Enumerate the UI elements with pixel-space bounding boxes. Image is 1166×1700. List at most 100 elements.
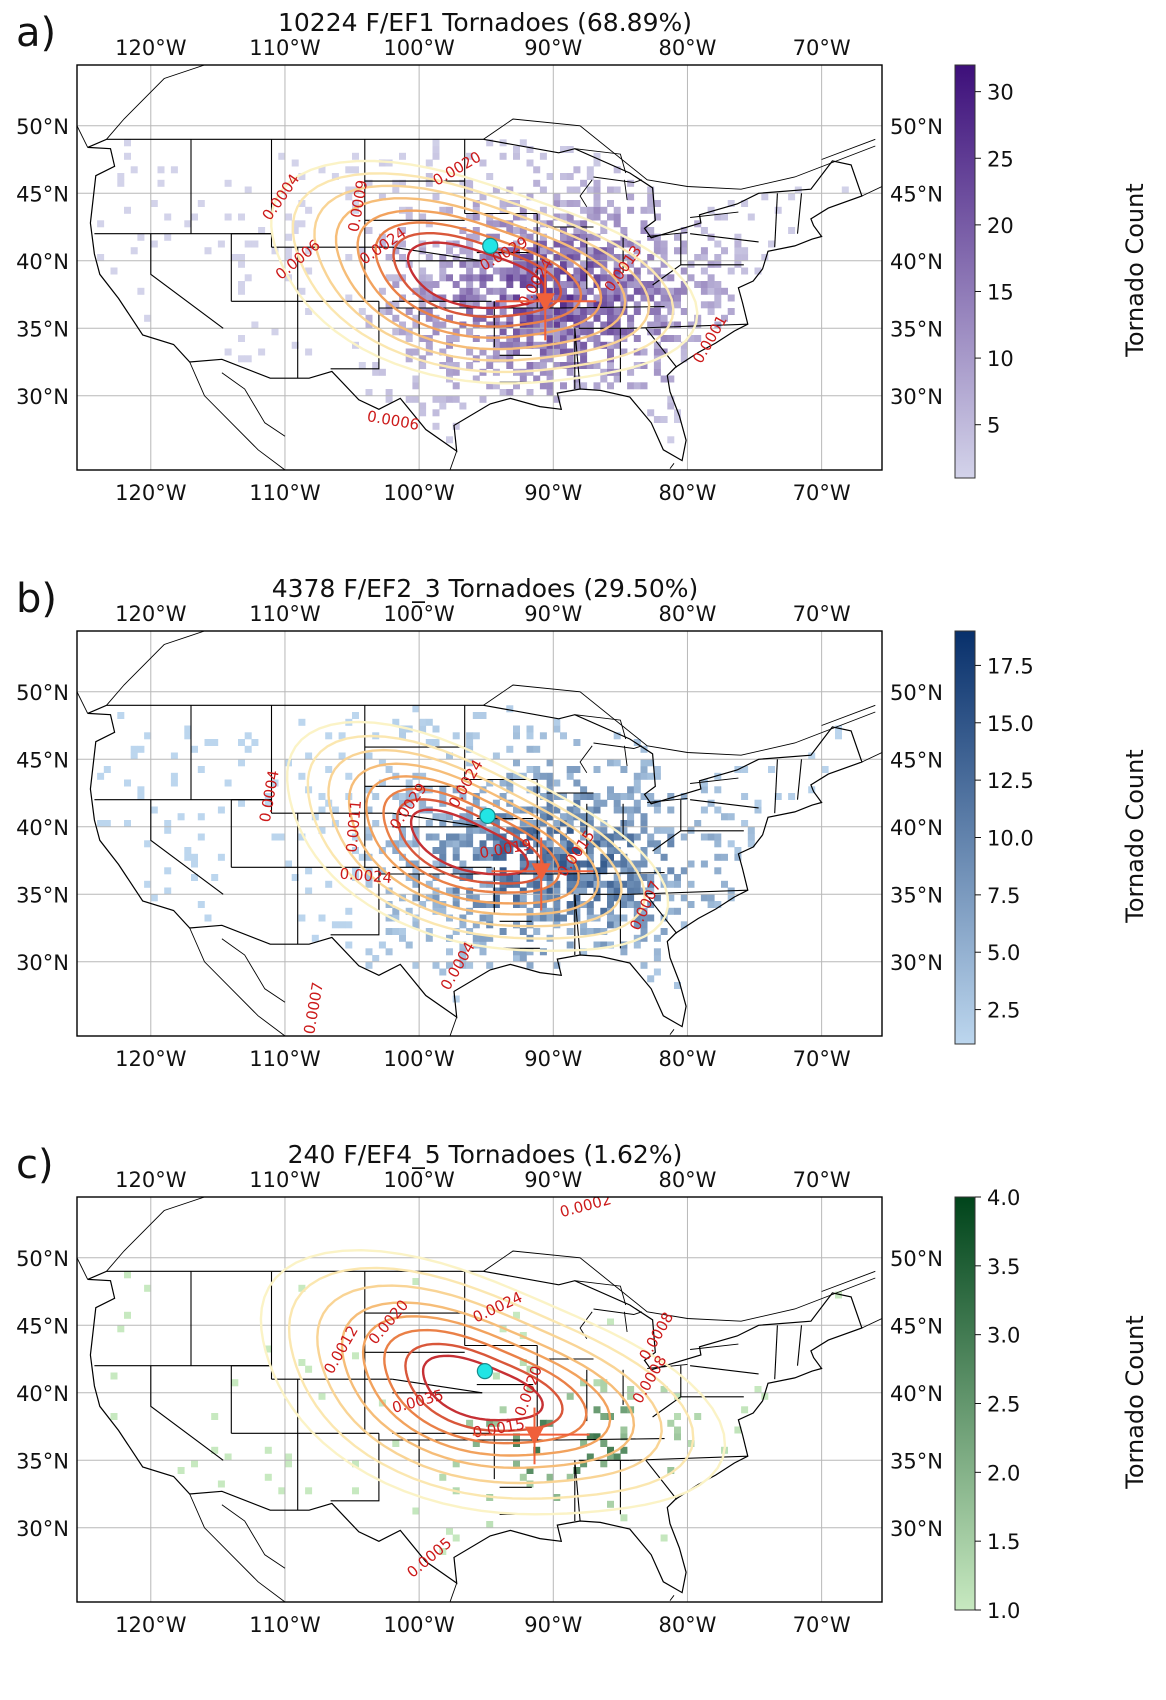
count-cell: [412, 874, 420, 881]
count-cell: [466, 833, 474, 841]
count-cell: [593, 941, 601, 949]
count-cell: [546, 274, 554, 282]
count-cell: [204, 914, 212, 922]
count-cell: [674, 874, 681, 881]
count-cell: [553, 806, 561, 814]
count-cell: [439, 402, 447, 410]
count-cell: [633, 247, 641, 255]
count-cell: [788, 193, 796, 201]
count-cell: [647, 901, 655, 908]
count-cell: [553, 725, 561, 733]
count-cell: [714, 772, 722, 780]
count-cell: [546, 301, 554, 309]
count-cell: [412, 921, 420, 929]
count-cell: [835, 732, 842, 740]
count-cell: [560, 294, 567, 302]
longitude-tick-label: 70°W: [793, 1047, 851, 1071]
count-cell: [727, 813, 735, 821]
count-cell: [479, 260, 487, 268]
state-border: [652, 830, 682, 852]
count-cell: [513, 341, 520, 349]
count-cell: [526, 745, 534, 753]
count-cell: [700, 894, 708, 902]
count-cell: [352, 833, 359, 841]
count-cell: [412, 894, 420, 902]
count-cell: [593, 233, 601, 241]
count-cell: [365, 961, 373, 969]
count-cell: [647, 186, 655, 194]
latitude-tick-label: 50°N: [890, 115, 943, 139]
count-cell: [526, 281, 534, 288]
count-cell: [566, 173, 574, 180]
count-cell: [466, 894, 474, 902]
longitude-tick-label: 100°W: [383, 1613, 455, 1637]
count-cell: [593, 186, 601, 194]
count-cell: [633, 382, 641, 390]
count-cell: [560, 914, 567, 922]
count-cell: [526, 193, 534, 201]
count-cell: [660, 853, 668, 861]
count-cell: [667, 308, 675, 315]
count-cell: [486, 260, 494, 268]
count-cell: [553, 335, 561, 342]
count-cell: [526, 274, 534, 282]
centroid-marker: [482, 237, 499, 254]
coastline: [861, 1318, 882, 1329]
count-cell: [647, 874, 655, 881]
count-cell: [734, 247, 742, 255]
count-cell: [647, 793, 655, 800]
count-cell: [607, 301, 614, 309]
count-cell: [808, 752, 816, 760]
count-cell: [573, 894, 581, 902]
count-cell: [506, 227, 514, 234]
latitude-tick-label: 35°N: [890, 1449, 943, 1473]
count-cell: [305, 206, 313, 214]
count-cell: [633, 806, 641, 814]
count-cell: [600, 867, 608, 875]
count-cell: [539, 247, 547, 255]
coastline: [221, 1504, 286, 1569]
count-cell: [124, 206, 131, 214]
count-cell: [466, 213, 474, 221]
count-cell: [486, 961, 494, 969]
count-cell: [586, 301, 594, 309]
count-cell: [633, 860, 641, 868]
count-cell: [546, 247, 554, 255]
count-cell: [533, 745, 541, 753]
count-cell: [593, 247, 601, 255]
count-cell: [660, 826, 668, 834]
count-cell: [620, 880, 628, 888]
count-cell: [640, 847, 648, 854]
coastline: [669, 1029, 675, 1035]
longitude-tick-label: 80°W: [658, 1613, 716, 1637]
count-cell: [506, 348, 514, 356]
count-cell: [526, 826, 534, 834]
count-cell: [432, 725, 440, 733]
count-cell: [425, 934, 433, 942]
count-cell: [224, 348, 232, 356]
count-cell: [627, 1386, 635, 1393]
count-cell: [204, 247, 212, 255]
count-cell: [365, 314, 373, 322]
count-cell: [446, 840, 453, 848]
count-cell: [774, 793, 782, 800]
count-cell: [492, 267, 500, 275]
count-cell: [647, 308, 655, 315]
count-cell: [553, 213, 561, 221]
count-cell: [539, 362, 547, 369]
count-cell: [707, 894, 715, 902]
latitude-tick-label: 45°N: [16, 748, 69, 772]
count-cell: [593, 766, 601, 773]
count-cell: [667, 907, 675, 915]
latitude-tick-label: 30°N: [16, 385, 69, 409]
colorbar-gradient: [954, 630, 976, 1045]
count-cell: [419, 247, 427, 255]
count-cell: [412, 826, 420, 834]
count-cell: [647, 833, 655, 841]
count-cell: [191, 745, 198, 753]
colorbar-tick-label: 1.0: [987, 1599, 1020, 1623]
count-cell: [459, 874, 467, 881]
count-cell: [459, 914, 467, 922]
country-outline: [87, 704, 863, 1028]
count-cell: [392, 907, 400, 915]
